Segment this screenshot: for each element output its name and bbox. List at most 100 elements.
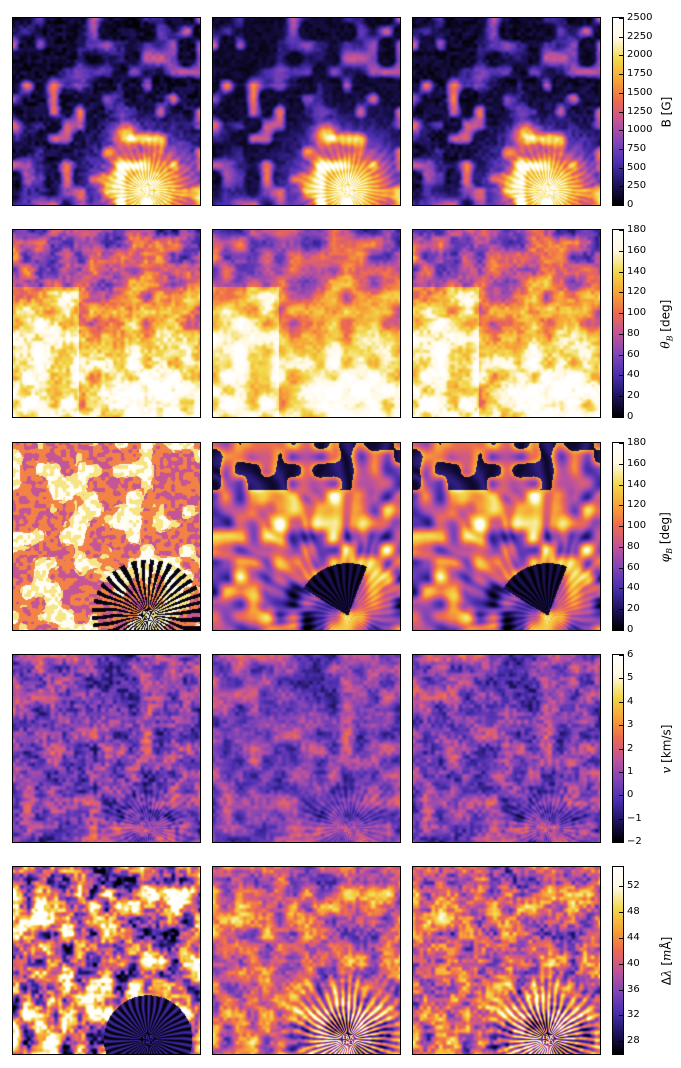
colorbar-tick-label: 2 [627,742,634,754]
map-row5-col2 [212,866,401,1055]
colorbar-tick [619,92,623,94]
colorbar-tick-label: 140 [627,478,647,490]
colorbar-row3 [612,442,624,631]
colorbar-tick-label: 20 [627,390,640,402]
map-row5-col3 [412,866,601,1055]
colorbar-tick [619,205,623,206]
colorbar-tick [619,609,623,611]
colorbar-tick [619,725,623,727]
heatmap-image [413,443,600,630]
colorbar-tick [619,748,623,750]
colorbar-tick [619,74,623,76]
heatmap-image [413,18,600,205]
colorbar-tick [619,333,623,335]
colorbar-tick-label: 0 [627,199,634,210]
colorbar-row1 [612,17,624,206]
colorbar-tick-label: 1000 [627,124,653,136]
colorbar-tick [619,111,623,113]
colorbar-tick [619,567,623,569]
colorbar-tick [619,375,623,377]
heatmap-image [213,230,400,417]
heatmap-image [213,867,400,1054]
colorbar-label: Δλ [mÅ] [658,936,673,985]
colorbar-tick-label: 160 [627,244,647,256]
colorbar-tick-label: 40 [627,369,640,381]
colorbar-tick-label: 36 [627,983,640,995]
colorbar-tick [619,271,623,273]
map-row1-col2 [212,17,401,206]
map-row4-col3 [412,654,601,843]
colorbar-tick [619,655,623,656]
map-row3-col1 [12,442,201,631]
colorbar-tick-label: 44 [627,931,640,943]
colorbar-tick [619,463,623,465]
colorbar-tick [619,292,623,294]
colorbar-tick-label: 40 [627,582,640,594]
colorbar-tick [619,678,623,680]
colorbar-tick-label: 180 [627,437,647,448]
colorbar-tick [619,250,623,252]
colorbar-tick-label: 1750 [627,68,653,80]
colorbar-tick-label: 1250 [627,105,653,117]
colorbar-tick [619,795,623,797]
colorbar-tick-label: 80 [627,540,640,552]
colorbar-tick-label: 100 [627,307,647,319]
colorbar-tick-label: 2000 [627,49,653,61]
colorbar-tick [619,130,623,132]
colorbar-tick [619,230,623,231]
colorbar-tick-label: 60 [627,561,640,573]
heatmap-image [13,18,200,205]
colorbar-tick-label: 180 [627,224,647,235]
colorbar-tick [619,354,623,356]
colorbar-tick-label: 6 [627,649,634,660]
heatmap-image [413,655,600,842]
colorbar-tick [619,167,623,169]
colorbar-tick [619,417,623,418]
colorbar-label: B [G] [658,96,673,127]
colorbar-tick-label: 250 [627,180,647,192]
colorbar-tick-label: 0 [627,789,634,801]
map-row3-col3 [412,442,601,631]
colorbar-tick-label: 500 [627,161,647,173]
colorbar-tick-label: 1 [627,765,634,777]
map-row1-col3 [412,17,601,206]
colorbar-row2 [612,229,624,418]
colorbar-tick [619,526,623,528]
colorbar-row4 [612,654,624,843]
map-row2-col3 [412,229,601,418]
colorbar-tick [619,55,623,57]
colorbar-tick [619,963,623,965]
colorbar-tick [619,1041,623,1043]
colorbar-tick-label: 28 [627,1035,640,1047]
colorbar-tick [619,818,623,820]
colorbar-tick [619,989,623,991]
colorbar-tick-label: 40 [627,957,640,969]
colorbar-tick [619,313,623,315]
colorbar-tick [619,36,623,38]
colorbar-tick [619,771,623,773]
colorbar-tick [619,546,623,548]
colorbar-tick-label: 0 [627,411,634,422]
heatmap-image [13,655,200,842]
colorbar-tick-label: 48 [627,906,640,918]
heatmap-image [13,443,200,630]
colorbar-tick-label: 140 [627,265,647,277]
colorbar-label: v [km/s] [658,724,673,773]
colorbar-tick-label: 160 [627,457,647,469]
map-row4-col2 [212,654,401,843]
colorbar-tick [619,1015,623,1017]
colorbar-tick-label: 0 [627,624,634,635]
colorbar-tick-label: 20 [627,603,640,615]
colorbar-tick-label: 80 [627,327,640,339]
colorbar-label: φB [deg] [657,511,675,562]
map-row5-col1 [12,866,201,1055]
colorbar-tick [619,588,623,590]
map-row3-col2 [212,442,401,631]
heatmap-image [13,230,200,417]
colorbar-tick [619,886,623,888]
colorbar-tick [619,484,623,486]
heatmap-image [213,18,400,205]
colorbar-tick-label: 120 [627,286,647,298]
map-row2-col1 [12,229,201,418]
colorbar-tick [619,396,623,398]
